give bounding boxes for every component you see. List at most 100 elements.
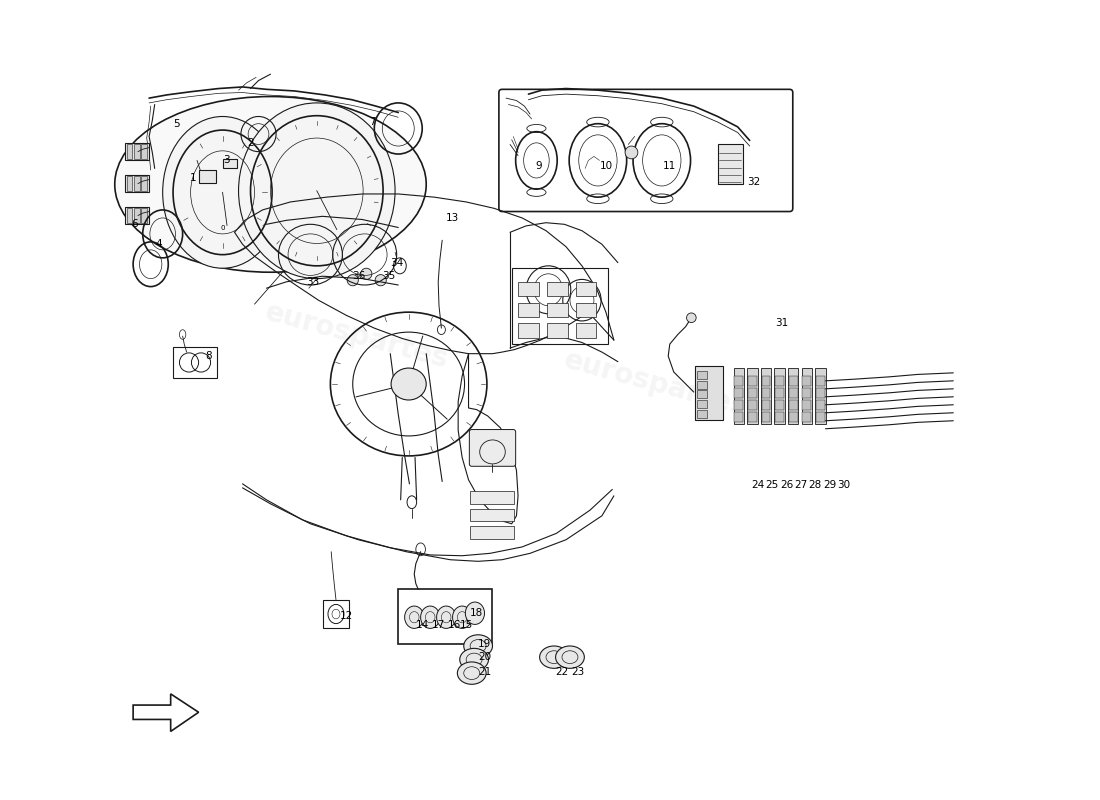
Bar	[748, 388, 757, 398]
Bar	[789, 400, 797, 410]
Ellipse shape	[420, 606, 440, 629]
Bar	[816, 376, 825, 386]
Text: 25: 25	[766, 481, 779, 490]
Bar	[134, 145, 140, 159]
Bar	[575, 302, 596, 317]
Bar	[126, 176, 132, 190]
Text: 24: 24	[751, 481, 764, 490]
Bar	[748, 376, 757, 386]
FancyBboxPatch shape	[470, 430, 516, 466]
Bar	[776, 400, 784, 410]
Ellipse shape	[465, 602, 484, 625]
Bar	[575, 282, 596, 296]
Text: 20: 20	[478, 652, 491, 662]
Bar	[323, 600, 349, 628]
Ellipse shape	[452, 606, 472, 629]
Bar	[717, 145, 744, 184]
Text: 3: 3	[223, 155, 230, 166]
Bar	[697, 371, 706, 379]
Bar	[735, 400, 744, 410]
Ellipse shape	[458, 662, 486, 684]
Text: 23: 23	[571, 666, 584, 677]
Text: 21: 21	[477, 666, 491, 677]
Bar	[470, 526, 514, 539]
Ellipse shape	[460, 648, 488, 670]
Text: 33: 33	[306, 277, 319, 287]
Bar	[815, 368, 825, 424]
Text: 35: 35	[382, 271, 395, 282]
Bar	[547, 302, 568, 317]
Bar	[761, 376, 770, 386]
Ellipse shape	[540, 646, 569, 668]
Bar	[761, 368, 771, 424]
Text: 0: 0	[220, 225, 224, 230]
Text: 34: 34	[390, 258, 404, 268]
Bar	[816, 400, 825, 410]
Bar	[774, 368, 784, 424]
Ellipse shape	[348, 274, 359, 286]
Bar	[802, 376, 811, 386]
Bar	[816, 388, 825, 398]
Bar	[512, 268, 607, 344]
Bar	[802, 400, 811, 410]
Bar	[125, 206, 150, 224]
Ellipse shape	[392, 368, 426, 400]
Bar	[134, 176, 140, 190]
Bar	[747, 368, 758, 424]
Bar	[734, 368, 744, 424]
Text: 15: 15	[460, 620, 473, 630]
Bar	[697, 381, 706, 389]
Bar	[789, 412, 797, 422]
Bar	[802, 388, 811, 398]
Ellipse shape	[464, 634, 493, 657]
Ellipse shape	[405, 606, 424, 629]
Ellipse shape	[239, 103, 395, 278]
Text: 9: 9	[536, 161, 542, 171]
Ellipse shape	[686, 313, 696, 322]
Ellipse shape	[114, 97, 426, 272]
Bar	[126, 145, 132, 159]
Text: 6: 6	[131, 219, 138, 230]
Text: 16: 16	[448, 620, 461, 630]
Bar	[222, 159, 236, 169]
Text: 4: 4	[155, 239, 162, 250]
Ellipse shape	[625, 146, 638, 159]
Text: 2: 2	[248, 138, 254, 148]
Ellipse shape	[556, 646, 584, 668]
Text: eurospartes: eurospartes	[262, 298, 452, 374]
Bar	[518, 323, 539, 338]
Text: eurospartes: eurospartes	[561, 346, 750, 422]
Bar	[398, 590, 493, 643]
Text: 29: 29	[823, 481, 836, 490]
Text: 31: 31	[776, 318, 789, 327]
Text: 11: 11	[663, 161, 676, 171]
Bar	[126, 208, 132, 222]
Ellipse shape	[375, 274, 386, 286]
Bar	[141, 208, 146, 222]
Bar	[575, 323, 596, 338]
Bar	[470, 491, 514, 504]
Ellipse shape	[437, 606, 455, 629]
Bar	[776, 388, 784, 398]
Bar	[761, 412, 770, 422]
Bar	[141, 145, 146, 159]
Text: 17: 17	[431, 620, 444, 630]
Bar	[788, 368, 799, 424]
Bar	[518, 302, 539, 317]
Text: 30: 30	[837, 481, 850, 490]
Text: 22: 22	[556, 666, 569, 677]
Bar	[141, 176, 146, 190]
Bar	[761, 400, 770, 410]
Bar	[802, 412, 811, 422]
Bar	[776, 376, 784, 386]
Bar	[789, 376, 797, 386]
Text: 10: 10	[600, 161, 613, 171]
Text: 5: 5	[173, 119, 179, 130]
Bar	[134, 208, 140, 222]
Bar	[816, 412, 825, 422]
Text: 13: 13	[446, 213, 459, 223]
Bar	[789, 388, 797, 398]
Bar	[695, 366, 724, 420]
Bar	[735, 412, 744, 422]
Bar	[748, 412, 757, 422]
